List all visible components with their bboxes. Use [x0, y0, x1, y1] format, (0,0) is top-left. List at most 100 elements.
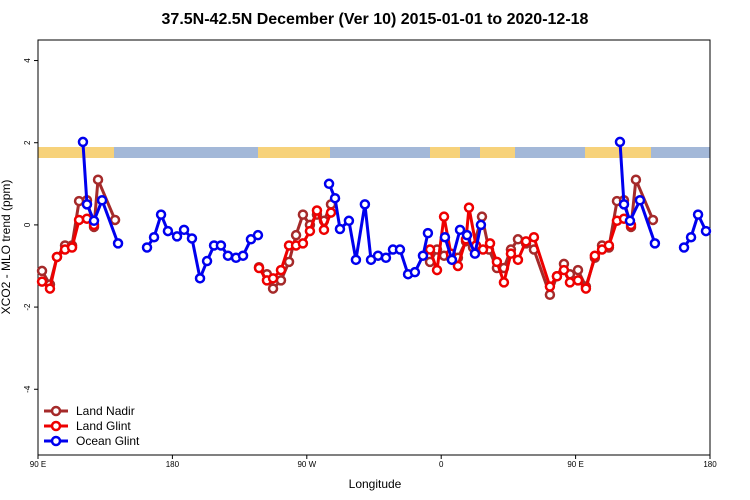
chart-title: 37.5N-42.5N December (Ver 10) 2015-01-01… — [162, 11, 589, 28]
data-point — [580, 283, 592, 294]
data-point — [323, 178, 335, 190]
data-point — [155, 209, 167, 220]
data-point — [194, 273, 206, 284]
data-point — [452, 260, 464, 272]
data-point — [692, 209, 704, 220]
data-point — [148, 231, 160, 243]
data-point — [186, 233, 198, 244]
data-point — [461, 229, 473, 241]
data-point — [634, 194, 646, 206]
data-point — [325, 207, 337, 218]
data-point — [630, 174, 642, 185]
data-point — [215, 240, 227, 251]
legend-marker — [50, 420, 62, 432]
data-point — [109, 214, 121, 226]
data-point — [512, 254, 524, 266]
data-point — [394, 244, 406, 255]
data-point — [572, 275, 584, 286]
data-point — [624, 215, 636, 227]
data-point — [422, 227, 434, 239]
legend-label: Land Nadir — [76, 404, 135, 418]
x-tick-label: 180 — [166, 460, 180, 469]
data-point — [438, 211, 450, 222]
data-point — [237, 250, 249, 261]
data-point — [685, 231, 697, 243]
data-point — [647, 214, 659, 226]
y-tick-label: 2 — [23, 140, 32, 145]
x-tick-label: 90 E — [30, 460, 46, 469]
data-point — [311, 205, 323, 216]
data-point — [77, 136, 89, 148]
data-point — [484, 238, 496, 249]
data-point — [162, 225, 174, 237]
data-point — [505, 248, 517, 259]
x-tick-label: 180 — [703, 460, 717, 469]
x-tick-label: 90 E — [567, 460, 583, 469]
data-point — [424, 244, 436, 255]
data-point — [334, 223, 346, 235]
data-point — [141, 242, 153, 253]
legend-marker — [50, 435, 62, 447]
data-point — [222, 250, 234, 261]
data-point — [551, 271, 563, 282]
plot-frame — [37, 39, 711, 456]
data-point — [476, 211, 488, 222]
data-point — [469, 248, 481, 259]
data-point — [409, 266, 421, 278]
data-point — [477, 244, 489, 255]
data-point — [36, 265, 48, 277]
data-point — [267, 283, 279, 294]
y-axis-label: XCO2 - MLO trend (ppm) — [0, 180, 13, 315]
data-point — [512, 234, 524, 245]
data-point — [51, 251, 63, 263]
data-point — [475, 219, 487, 231]
data-point — [417, 250, 429, 261]
x-tick-label: 90 W — [297, 460, 316, 469]
data-point — [520, 236, 532, 247]
x-axis-label: Longitude — [349, 477, 402, 491]
y-tick-label: 4 — [23, 58, 32, 63]
data-point — [112, 238, 124, 249]
data-point — [350, 254, 362, 266]
data-point — [528, 231, 540, 243]
data-point — [558, 264, 570, 276]
data-point — [44, 283, 56, 294]
data-point — [614, 136, 626, 148]
data-point — [88, 215, 100, 227]
data-point — [498, 277, 510, 288]
data-point — [463, 202, 475, 213]
data-point — [201, 255, 213, 267]
data-point — [572, 264, 584, 276]
data-point — [491, 256, 503, 268]
data-point — [66, 242, 78, 253]
data-point — [297, 238, 309, 249]
legend-label: Ocean Glint — [76, 434, 140, 448]
data-point — [544, 281, 556, 292]
data-point — [544, 289, 556, 301]
data-point — [343, 215, 355, 227]
data-point — [96, 194, 108, 206]
data-point — [178, 224, 190, 236]
data-point — [297, 209, 309, 220]
legend-marker — [50, 405, 62, 417]
data-point — [92, 174, 104, 185]
y-tick-label: 0 — [23, 222, 32, 227]
legend-label: Land Glint — [76, 419, 131, 433]
data-point — [431, 264, 443, 276]
data-point — [678, 242, 690, 253]
data-point — [252, 229, 264, 241]
data-point — [603, 240, 615, 251]
data-point — [304, 225, 316, 237]
data-point — [700, 225, 712, 237]
data-point — [618, 199, 630, 210]
y-tick-label: -2 — [23, 303, 32, 311]
data-point — [36, 276, 48, 287]
data-point — [290, 229, 302, 241]
data-point — [380, 252, 392, 264]
data-point — [439, 231, 451, 243]
data-point — [564, 277, 576, 288]
data-point — [253, 262, 265, 274]
